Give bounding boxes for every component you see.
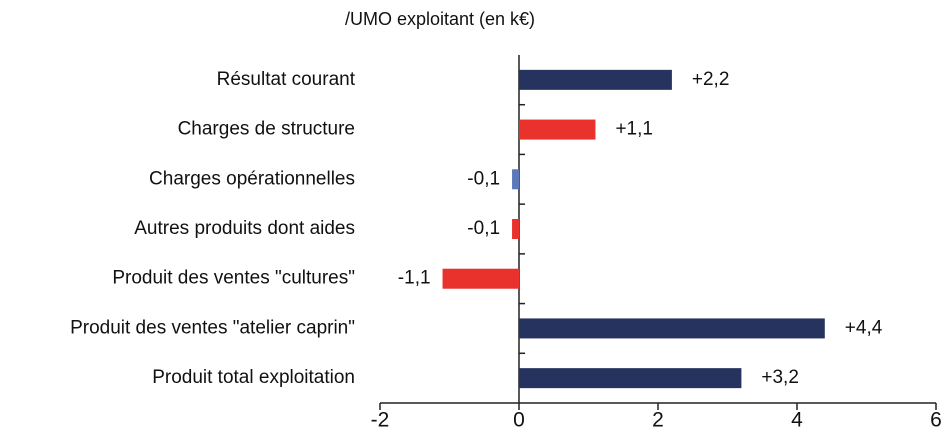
value-label: -1,1	[398, 268, 431, 289]
y-tick-label: Résultat courant	[217, 69, 356, 90]
value-label: +1,1	[615, 119, 653, 140]
y-tick-label: Charges de structure	[178, 119, 355, 140]
x-tick-label: 2	[652, 409, 664, 431]
y-tick-label: Autres produits dont aides	[134, 218, 355, 239]
x-tick-label: 0	[513, 409, 525, 431]
chart-title: /UMO exploitant (en k€)	[345, 9, 535, 29]
value-label: -0,1	[467, 168, 500, 189]
y-tick-label: Produit des ventes "atelier caprin"	[70, 317, 355, 338]
bar	[519, 318, 825, 339]
bar	[519, 368, 742, 389]
bar	[519, 69, 672, 90]
y-tick-label: Charges opérationnelles	[149, 168, 355, 189]
x-tick-label: 6	[930, 409, 942, 431]
y-tick-label: Produit des ventes "cultures"	[112, 268, 355, 289]
value-label: -0,1	[467, 218, 500, 239]
bar	[512, 169, 519, 190]
y-tick-label: Produit total exploitation	[152, 367, 355, 388]
value-label: +4,4	[845, 317, 883, 338]
bar	[519, 119, 596, 140]
x-tick-label: 4	[791, 409, 803, 431]
bar	[512, 219, 519, 239]
x-tick-label: -2	[371, 409, 390, 431]
bar	[442, 268, 519, 289]
value-label: +3,2	[761, 367, 799, 388]
value-label: +2,2	[692, 69, 730, 90]
